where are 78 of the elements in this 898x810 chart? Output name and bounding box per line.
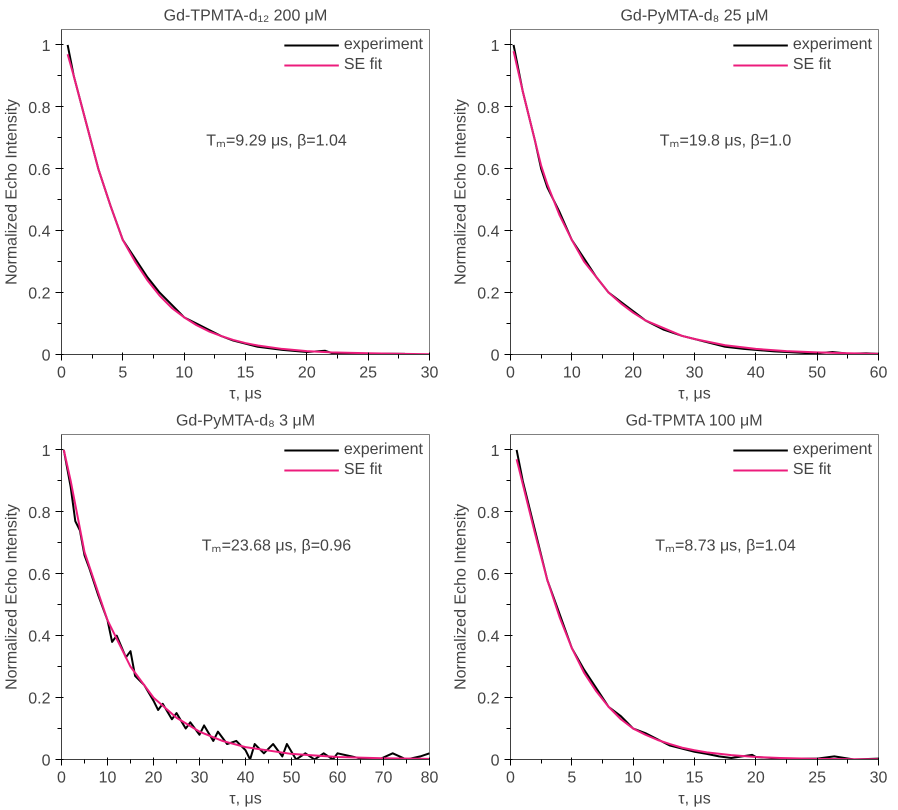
y-tick-label: 0.8 [477, 100, 500, 117]
x-tick-label: 30 [420, 364, 438, 382]
x-tick-label: 50 [808, 364, 826, 382]
y-tick-label: 0.8 [28, 100, 51, 117]
x-tick-label: 60 [328, 770, 346, 786]
x-tick-label: 30 [870, 770, 888, 786]
annotation: Tₘ=19.8 μs, β=1.0 [660, 132, 792, 150]
legend-label: SE fit [792, 56, 832, 74]
chart-title: Gd-PyMTA-d₈ 3 μM [176, 412, 316, 430]
y-tick-label: 1 [490, 38, 500, 55]
x-tick-label: 10 [175, 364, 194, 382]
y-tick-label: 0.6 [477, 566, 500, 584]
x-axis-title: τ, μs [678, 386, 711, 402]
legend-label: experiment [792, 36, 872, 54]
y-tick-label: 0.6 [477, 162, 500, 179]
annotation: Tₘ=23.68 μs, β=0.96 [202, 538, 352, 554]
legend-label: SE fit [792, 461, 832, 479]
x-tick-label: 10 [562, 364, 581, 382]
x-axis-title: τ, μs [229, 386, 262, 402]
y-tick-label: 0 [42, 348, 51, 364]
x-tick-label: 20 [144, 770, 162, 786]
y-axis-title: Normalized Echo Intensity [452, 99, 470, 285]
x-tick-label: 30 [190, 770, 208, 786]
y-axis-title: Normalized Echo Intensity [3, 99, 20, 285]
x-axis-title: τ, μs [229, 790, 262, 808]
y-tick-label: 0 [490, 752, 500, 770]
x-tick-label: 10 [624, 770, 642, 786]
y-tick-label: 0.8 [477, 504, 500, 522]
y-tick-label: 0.4 [28, 628, 51, 646]
annotation: Tₘ=8.73 μs, β=1.04 [655, 538, 796, 554]
y-tick-label: 0.2 [477, 690, 500, 708]
x-tick-label: 70 [374, 770, 392, 786]
x-tick-label: 40 [746, 364, 765, 382]
x-tick-label: 15 [236, 364, 254, 382]
y-tick-label: 1 [42, 38, 51, 55]
x-tick-label: 5 [567, 770, 576, 786]
y-tick-label: 0.6 [28, 162, 51, 179]
legend-label: SE fit [344, 461, 382, 479]
legend-label: experiment [344, 441, 423, 459]
legend-label: experiment [792, 441, 872, 459]
legend-label: experiment [344, 36, 423, 54]
y-tick-label: 0.8 [28, 504, 51, 522]
y-tick-label: 0.2 [28, 286, 51, 303]
y-tick-label: 0.6 [28, 566, 51, 584]
x-tick-label: 25 [808, 770, 826, 786]
x-tick-label: 0 [57, 364, 66, 382]
x-tick-label: 20 [624, 364, 642, 382]
y-tick-label: 0.4 [477, 224, 500, 241]
y-tick-label: 0 [42, 752, 51, 770]
x-tick-label: 20 [746, 770, 765, 786]
x-tick-label: 40 [236, 770, 254, 786]
chart-title: Gd-PyMTA-d₈ 25 μM [620, 8, 769, 24]
x-tick-label: 10 [98, 770, 116, 786]
x-tick-label: 30 [686, 364, 704, 382]
y-tick-label: 0.4 [28, 224, 51, 241]
y-tick-label: 1 [490, 442, 500, 460]
x-tick-label: 5 [118, 364, 128, 382]
x-tick-label: 50 [282, 770, 300, 786]
x-tick-label: 0 [506, 364, 516, 382]
x-tick-label: 0 [506, 770, 516, 786]
y-tick-label: 1 [42, 442, 51, 460]
chart-title: Gd-TPMTA 100 μM [626, 412, 763, 430]
annotation: Tₘ=9.29 μs, β=1.04 [206, 132, 347, 150]
x-tick-label: 20 [298, 364, 316, 382]
y-tick-label: 0 [490, 348, 500, 364]
x-axis-title: τ, μs [678, 790, 711, 808]
chart-title: Gd-TPMTA-d₁₂ 200 μM [164, 8, 328, 24]
x-tick-label: 60 [870, 364, 888, 382]
y-axis-title: Normalized Echo Intensity [3, 504, 20, 690]
x-tick-label: 0 [57, 770, 66, 786]
x-tick-label: 25 [359, 364, 378, 382]
x-tick-label: 80 [420, 770, 438, 786]
y-axis-title: Normalized Echo Intensity [452, 504, 470, 690]
y-tick-label: 0.2 [477, 286, 500, 303]
legend-label: SE fit [344, 56, 382, 74]
y-tick-label: 0.4 [477, 628, 500, 646]
y-tick-label: 0.2 [28, 690, 51, 708]
x-tick-label: 15 [686, 770, 704, 786]
